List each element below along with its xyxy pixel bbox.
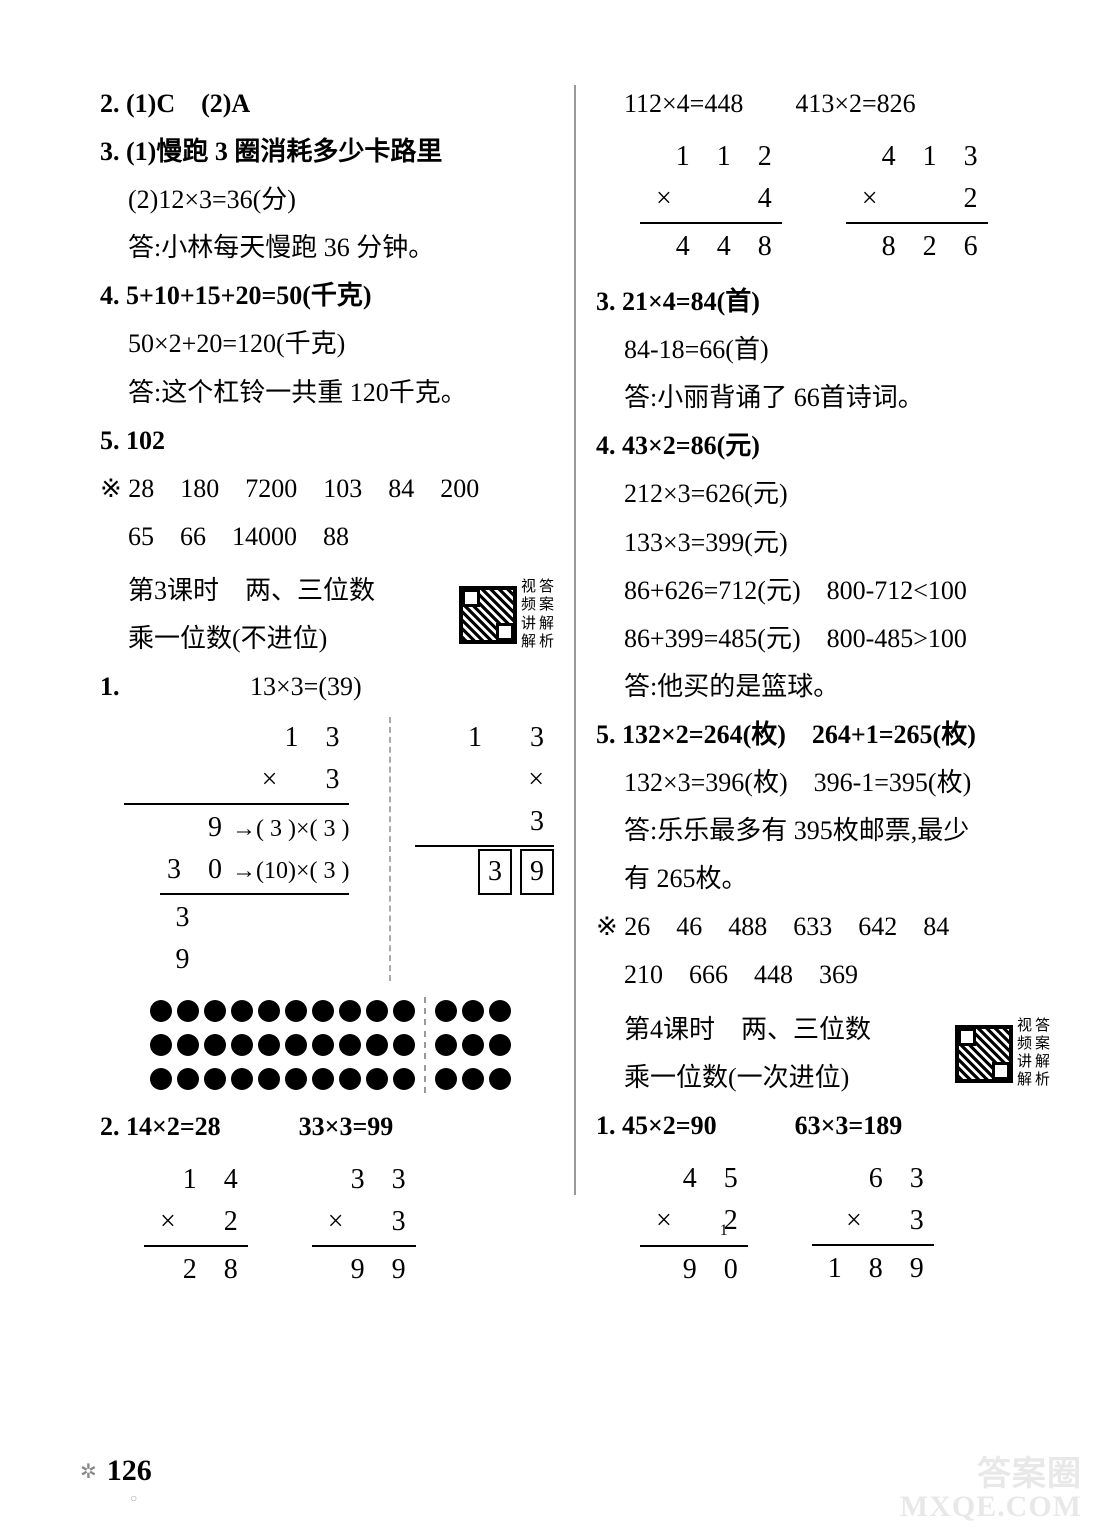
right-mults-2: 4 5 × 12 9 0 6 3× 31 8 9 xyxy=(596,1158,1050,1292)
dot-row xyxy=(150,1065,554,1093)
item-3-ans: 答:小林每天慢跑 36 分钟。 xyxy=(100,224,554,272)
r4e: 86+399=485(元) 800-485>100 xyxy=(596,615,1050,663)
item-5: 5. 102 xyxy=(100,417,554,465)
eq-row: 112×4=448 413×2=826 xyxy=(596,80,1050,128)
qr-code-icon xyxy=(955,1025,1013,1083)
r4d: 86+626=712(元) 800-712<100 xyxy=(596,567,1050,615)
qr-code-icon xyxy=(459,586,517,644)
problem-2-work: 1 4× 22 8 3 3× 39 9 xyxy=(100,1159,554,1291)
column-divider xyxy=(574,85,576,1195)
page-footer: ✲ 126 xyxy=(80,1454,152,1488)
item-3-2: (2)12×3=36(分) xyxy=(100,176,554,224)
vmul-33x3: 3 3× 39 9 xyxy=(328,1159,416,1291)
r4a: 4. 43×2=86(元) xyxy=(596,422,1050,470)
r6: ※ 26 46 488 633 642 84 xyxy=(596,903,1050,951)
right-column: 112×4=448 413×2=826 1 1 2× 44 4 8 4 1 3×… xyxy=(596,80,1050,1301)
item-4-b: 50×2+20=120(千克) xyxy=(100,320,554,368)
lesson-3-title: 第3课时 两、三位数 乘一位数(不进位) 视答 频案 讲解 解析 xyxy=(100,567,554,663)
problem-2: 2. 14×2=28 33×3=99 xyxy=(100,1103,554,1151)
right-mults-1: 1 1 2× 44 4 8 4 1 3× 28 2 6 xyxy=(596,136,1050,268)
item-2: 2. (1)C (2)A xyxy=(100,80,554,128)
r4f: 答:他买的是篮球。 xyxy=(596,663,1050,711)
r3b: 84-18=66(首) xyxy=(596,326,1050,374)
small-circle-icon: ○ xyxy=(130,1491,137,1506)
r5d: 有 265枚。 xyxy=(596,855,1050,903)
qr-code-block: 视答 频案 讲解 解析 xyxy=(459,579,554,651)
star-row-1: ※ 28 180 7200 103 84 200 xyxy=(100,465,554,513)
r7: 210 666 448 369 xyxy=(596,951,1050,999)
vmul-14x2: 1 4× 22 8 xyxy=(160,1159,248,1291)
item-4-a: 4. 5+10+15+20=50(千克) xyxy=(100,272,554,320)
r3a: 3. 21×4=84(首) xyxy=(596,278,1050,326)
qr-label: 视答 频案 讲解 解析 xyxy=(521,579,554,651)
problem-1-work: 1 3 × 3 9→( 3 )×( 3 ) 3 0→(10)×( 3 ) 3 9… xyxy=(100,717,554,981)
r3c: 答:小丽背诵了 66首诗词。 xyxy=(596,374,1050,422)
r5a: 5. 132×2=264(枚) 264+1=265(枚) xyxy=(596,711,1050,759)
r5b: 132×3=396(枚) 396-1=395(枚) xyxy=(596,759,1050,807)
left-column: 2. (1)C (2)A 3. (1)慢跑 3 圈消耗多少卡路里 (2)12×3… xyxy=(100,80,554,1301)
snowflake-icon: ✲ xyxy=(80,1459,97,1484)
vertical-mult-right: 1 3 × 3 3 9 xyxy=(431,717,554,895)
qr-code-block: 视答 频案 讲解 解析 xyxy=(955,1018,1050,1090)
star-row-2: 65 66 14000 88 xyxy=(100,513,554,561)
item-4-ans: 答:这个杠铃一共重 120千克。 xyxy=(100,369,554,417)
lesson-4-title: 第4课时 两、三位数 乘一位数(一次进位) 视答 频案 讲解 解析 xyxy=(596,1006,1050,1102)
vmul-112x4: 1 1 2× 44 4 8 xyxy=(656,136,782,268)
problem-1-header: 1. 13×3=(39) xyxy=(100,663,554,711)
watermark: 答案圈 MXQE.COM xyxy=(900,1458,1082,1522)
dot-row xyxy=(150,997,554,1025)
vmul-63x3: 6 3× 31 8 9 xyxy=(828,1158,934,1292)
item-3-1: 3. (1)慢跑 3 圈消耗多少卡路里 xyxy=(100,128,554,176)
r-problem-1: 1. 45×2=90 63×3=189 xyxy=(596,1102,1050,1150)
qr-label: 视答 频案 讲解 解析 xyxy=(1017,1018,1050,1090)
r4b: 212×3=626(元) xyxy=(596,470,1050,518)
vmul-45x2: 4 5 × 12 9 0 xyxy=(656,1158,748,1292)
r4c: 133×3=399(元) xyxy=(596,519,1050,567)
dot-array xyxy=(100,997,554,1093)
vmul-413x2: 4 1 3× 28 2 6 xyxy=(862,136,988,268)
page-number: 126 xyxy=(107,1454,152,1488)
vertical-mult-left: 1 3 × 3 9→( 3 )×( 3 ) 3 0→(10)×( 3 ) 3 9 xyxy=(140,717,349,981)
dot-row xyxy=(150,1031,554,1059)
r5c: 答:乐乐最多有 395枚邮票,最少 xyxy=(596,807,1050,855)
